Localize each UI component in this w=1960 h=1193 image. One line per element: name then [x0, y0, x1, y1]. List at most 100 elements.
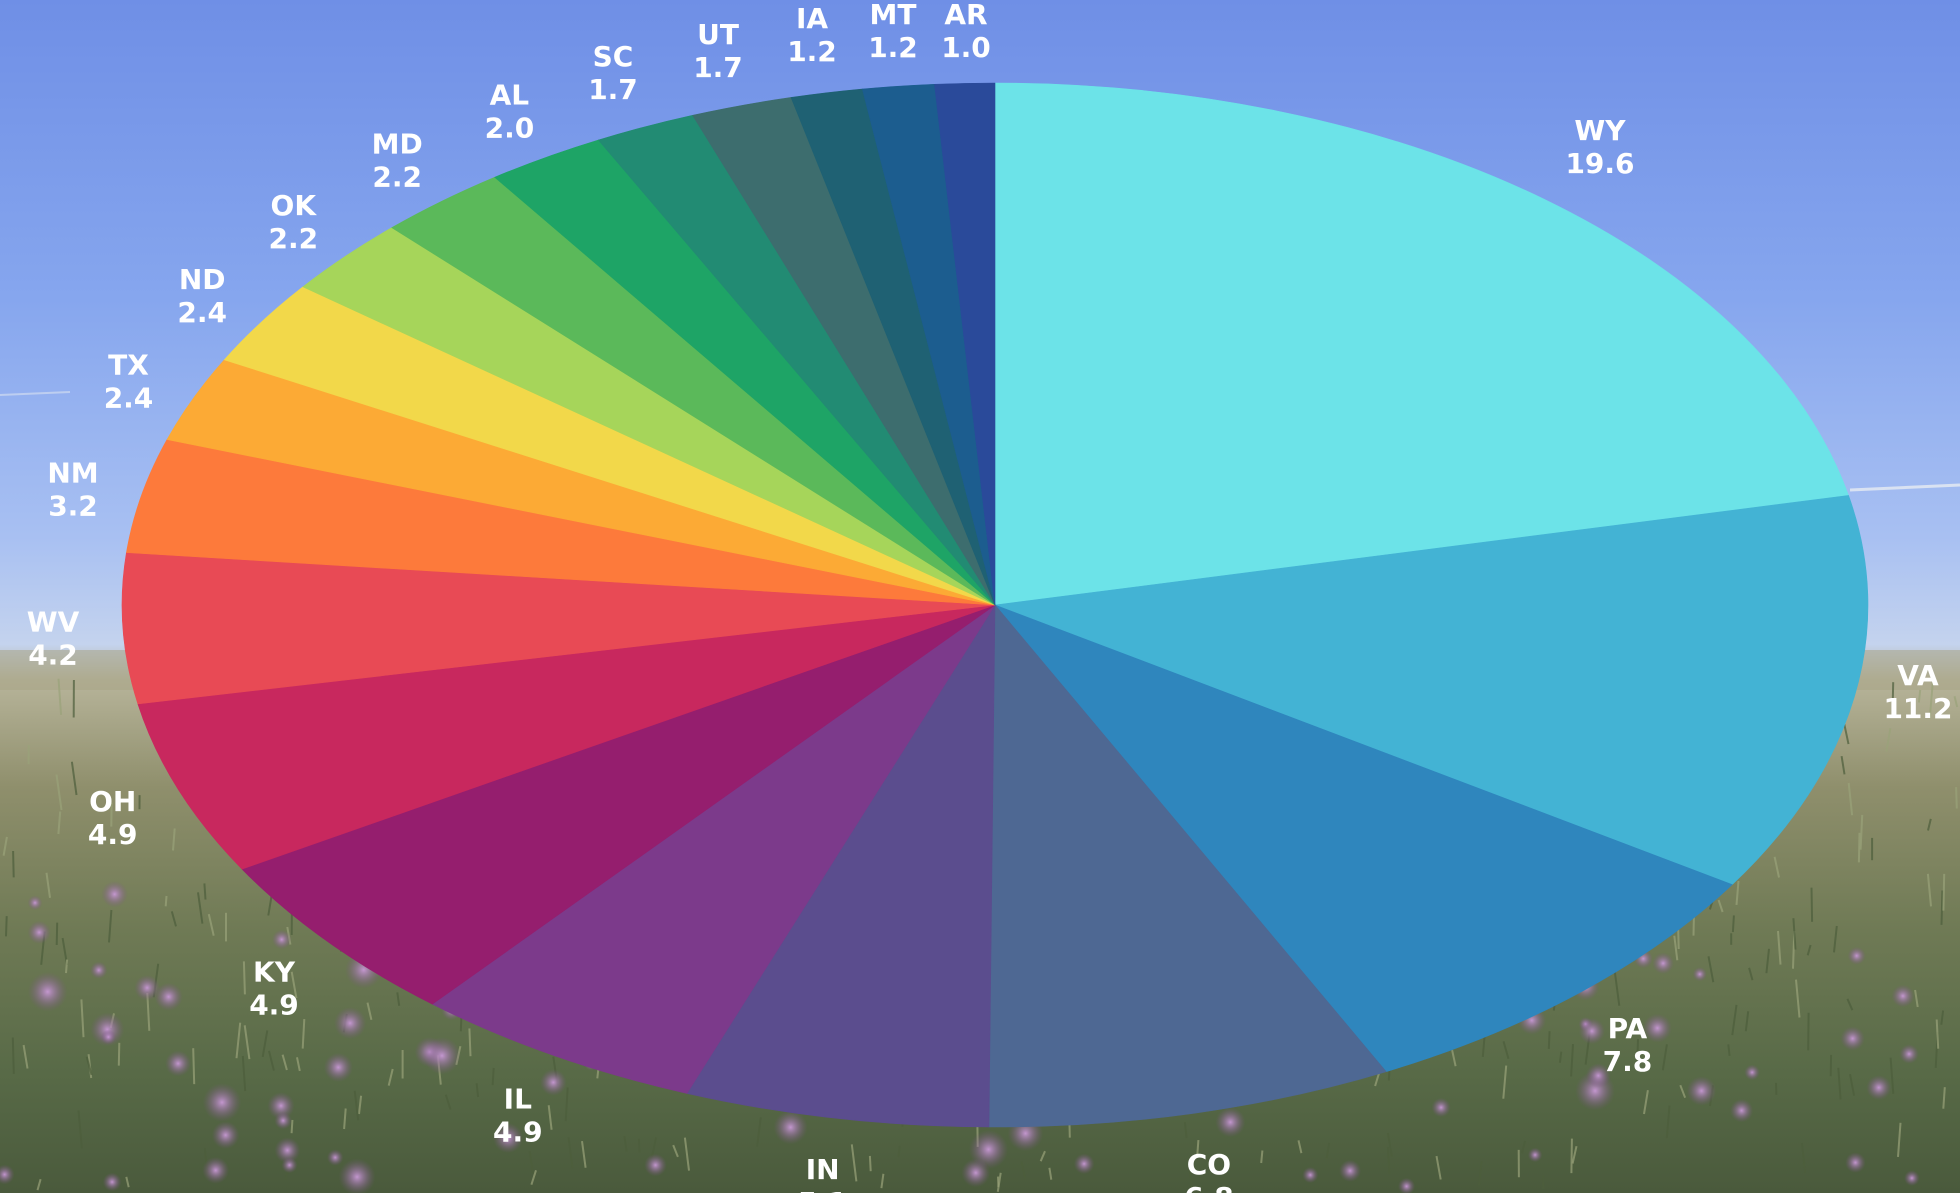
slice-label-ar: AR [944, 0, 987, 31]
grass-blade [1731, 915, 1735, 933]
slice-label-mt: MT [870, 0, 917, 31]
slice-value-sc: 1.7 [588, 73, 638, 106]
slice-value-nd: 2.4 [177, 296, 227, 329]
slice-label-co: CO [1187, 1148, 1231, 1181]
grass-blade [36, 1178, 42, 1191]
slice-value-nm: 3.2 [48, 489, 98, 522]
grass-blade [623, 1135, 628, 1152]
flower [1847, 946, 1866, 965]
grass-blade [197, 892, 204, 924]
flower [644, 1153, 667, 1177]
grass-blade [1928, 680, 1934, 718]
grass-blade [1665, 1105, 1671, 1139]
grass-blade [1748, 967, 1754, 981]
grass-blade [261, 1030, 269, 1058]
slice-value-il: 4.9 [493, 1116, 543, 1149]
grass-blade [1451, 1049, 1457, 1067]
flower [202, 1083, 242, 1122]
flower [968, 1129, 1009, 1170]
grass-blade [1196, 1140, 1200, 1156]
grass-blade [281, 1054, 288, 1071]
grass-blade [45, 872, 51, 898]
slice-value-tx: 2.4 [104, 382, 154, 415]
flower [1845, 1152, 1866, 1173]
slice-value-va: 11.2 [1883, 692, 1952, 725]
grass-blade [1521, 1140, 1527, 1154]
slice-value-ky: 4.9 [249, 988, 299, 1021]
flower [1686, 1076, 1717, 1106]
grass-blade [1849, 1074, 1856, 1096]
grass-blade [108, 909, 113, 943]
flower [1866, 1075, 1892, 1101]
flower [0, 1164, 15, 1185]
grass-blade [387, 1068, 394, 1086]
slice-label-nm: NM [47, 456, 98, 489]
grass-blade [756, 1117, 762, 1147]
slice-value-al: 2.0 [485, 111, 535, 144]
flower [1744, 1064, 1760, 1081]
flower [267, 1092, 295, 1120]
grass-blade [1847, 782, 1854, 816]
grass-blade [1833, 925, 1838, 953]
grass-blade [1502, 1065, 1508, 1099]
grass-blade [353, 1090, 360, 1121]
grass-blade [1188, 1166, 1194, 1192]
grass-blade [1260, 1150, 1264, 1164]
flower [100, 1029, 116, 1045]
grass-blade [55, 774, 63, 811]
grass-blade [1857, 832, 1861, 863]
grass-blade [1502, 1041, 1510, 1060]
grass-blade [581, 1140, 587, 1168]
pie-slice-ky [241, 604, 996, 1005]
slice-label-al: AL [490, 78, 530, 111]
slice-label-oh: OH [89, 785, 136, 818]
grass-blade [1673, 935, 1679, 961]
slice-value-co: 6.8 [1184, 1181, 1234, 1193]
grass-blade [172, 828, 176, 851]
grass-blade [1048, 1167, 1053, 1180]
slice-value-ia: 1.2 [787, 35, 837, 68]
flower [1527, 1147, 1543, 1163]
flower [281, 1157, 298, 1174]
grass-blade [1643, 1090, 1649, 1115]
slice-value-ut: 1.7 [693, 51, 743, 84]
grass-blade [567, 1137, 574, 1169]
grass-blade [80, 999, 85, 1038]
slice-label-wv: WV [27, 605, 80, 638]
pie-slice-wy [994, 82, 1849, 606]
flower [1652, 952, 1674, 974]
grass-blade [1570, 1044, 1574, 1077]
grass-blade [55, 922, 59, 946]
grass-blade [1481, 1036, 1486, 1057]
grass-blade [1891, 682, 1895, 704]
pie-slice-pa [994, 604, 1733, 1073]
grass-blade [207, 913, 215, 936]
flower [90, 961, 108, 979]
grass-blade [1927, 818, 1932, 831]
grass-blade [5, 916, 8, 937]
grass-blade [203, 883, 207, 900]
slice-label-va: VA [1897, 659, 1939, 692]
slice-value-ar: 1.0 [941, 31, 991, 64]
grass-blade [1897, 1122, 1902, 1157]
grass-blade [1679, 1084, 1687, 1099]
slice-label-ky: KY [253, 955, 296, 988]
grass-blade [672, 1144, 679, 1158]
flower [327, 1149, 344, 1166]
grass-blade [1801, 1142, 1807, 1173]
grass-blade [1940, 1010, 1945, 1025]
pie-slices [121, 82, 1869, 1128]
grass-blade [1843, 723, 1850, 745]
grass-blade [530, 1169, 537, 1186]
grass-blade [1792, 918, 1797, 950]
grass-blade [996, 1172, 1002, 1192]
grass-blade [243, 1025, 251, 1060]
grass-blade [1570, 1138, 1573, 1174]
grass-blade [868, 1155, 872, 1172]
slice-label-in: IN [806, 1153, 840, 1186]
flower [423, 1037, 461, 1075]
flower [202, 1156, 230, 1184]
grass-blade [1810, 887, 1814, 922]
flower [1730, 1099, 1754, 1123]
grass-blade [290, 971, 298, 999]
